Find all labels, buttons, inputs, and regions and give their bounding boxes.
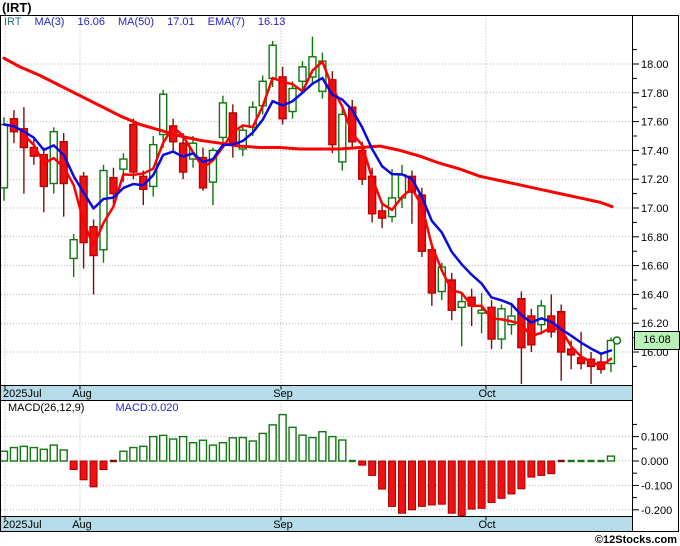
legend-item: EMA(7) bbox=[207, 16, 245, 28]
macd-value-label: MACD:0.020 bbox=[115, 402, 179, 414]
credit-link[interactable]: ©12Stocks.com bbox=[594, 534, 677, 546]
svg-text:16.80: 16.80 bbox=[641, 232, 669, 244]
legend-item: 16.13 bbox=[257, 16, 286, 28]
svg-text:2025Jul: 2025Jul bbox=[3, 388, 42, 400]
svg-text:16.40: 16.40 bbox=[641, 289, 669, 301]
svg-text:17.00: 17.00 bbox=[641, 203, 669, 215]
legend-item: 16.06 bbox=[77, 16, 106, 28]
svg-text:Oct: Oct bbox=[478, 388, 495, 400]
svg-text:17.80: 17.80 bbox=[641, 88, 669, 100]
price-legend: IRT MA(3) 16.06 MA(50) 17.01 EMA(7) 16.13 bbox=[4, 16, 298, 28]
svg-text:-0.100: -0.100 bbox=[641, 480, 672, 492]
legend-item: MA(3) bbox=[34, 16, 65, 28]
svg-text:17.20: 17.20 bbox=[641, 174, 669, 186]
svg-text:0.100: 0.100 bbox=[641, 432, 669, 444]
legend-item: MA(50) bbox=[118, 16, 155, 28]
svg-text:Oct: Oct bbox=[478, 519, 495, 531]
svg-text:Aug: Aug bbox=[72, 519, 92, 531]
svg-text:Aug: Aug bbox=[72, 388, 92, 400]
svg-text:17.60: 17.60 bbox=[641, 117, 669, 129]
svg-text:16.20: 16.20 bbox=[641, 318, 669, 330]
svg-text:-0.200: -0.200 bbox=[641, 505, 672, 517]
svg-text:0.000: 0.000 bbox=[641, 456, 669, 468]
svg-text:Sep: Sep bbox=[273, 519, 293, 531]
svg-text:2025Jul: 2025Jul bbox=[3, 519, 42, 531]
last-price-badge: 16.08 bbox=[634, 331, 680, 350]
svg-text:18.00: 18.00 bbox=[641, 59, 669, 71]
page-title: (IRT) bbox=[2, 0, 32, 15]
svg-text:Sep: Sep bbox=[273, 388, 293, 400]
svg-text:17.40: 17.40 bbox=[641, 145, 669, 157]
svg-text:16.60: 16.60 bbox=[641, 261, 669, 273]
svg-text:16.00: 16.00 bbox=[641, 347, 669, 359]
legend-item: 17.01 bbox=[167, 16, 195, 28]
macd-legend: MACD(26,12,9) MACD:0.020 bbox=[8, 402, 178, 414]
macd-params-label: MACD(26,12,9) bbox=[8, 402, 85, 414]
legend-item: IRT bbox=[4, 16, 22, 28]
